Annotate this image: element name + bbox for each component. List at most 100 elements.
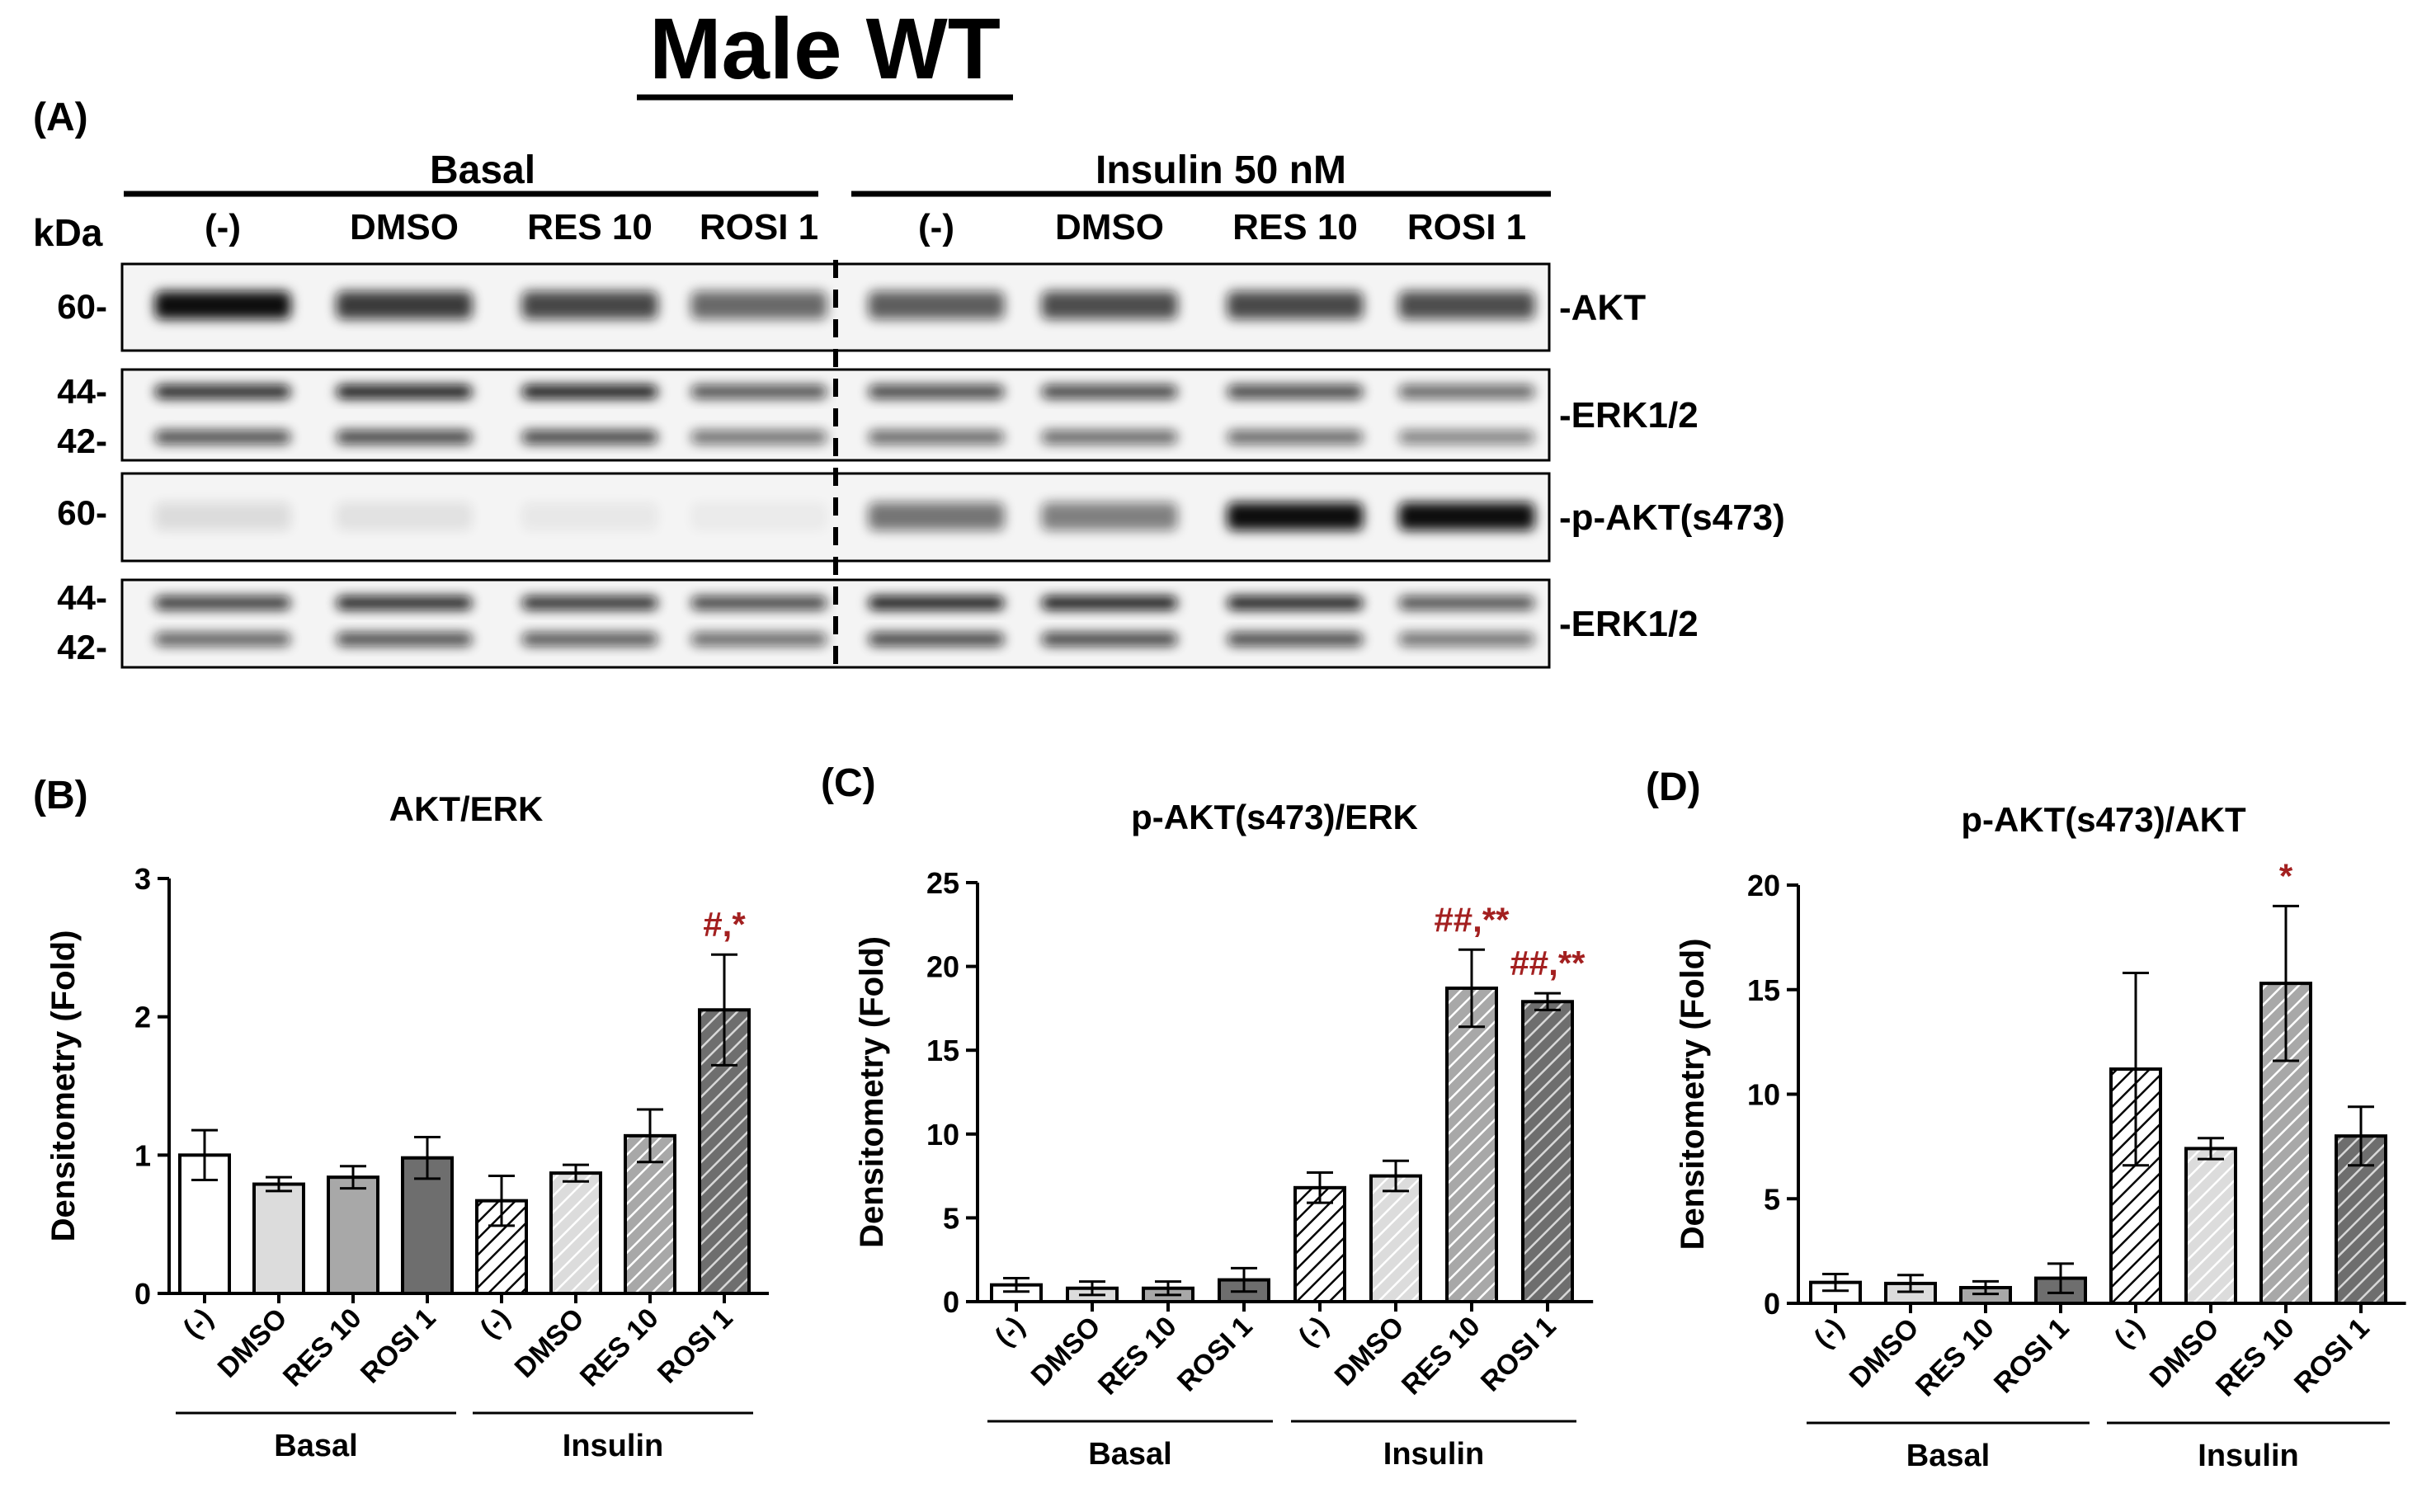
protein-label: -ERK1/2 [1559, 604, 1699, 644]
group-label: Basal [1906, 1439, 1990, 1473]
group-label: Insulin [563, 1429, 663, 1463]
kda-label: kDa [33, 211, 103, 254]
blot-band [1398, 291, 1535, 319]
blot-strip: 44- 42- -ERK1/2 [57, 578, 1699, 669]
blot-band [1227, 633, 1364, 646]
y-tick-label: 10 [926, 1118, 959, 1152]
blot-band [690, 431, 827, 444]
blot-band [521, 431, 658, 444]
blot-band [154, 385, 291, 398]
blot-band [1227, 596, 1364, 610]
significance-annotation: ##,** [1510, 944, 1586, 982]
blot-band [336, 291, 473, 319]
blot-band [1227, 431, 1364, 444]
group-basal-label: Basal [430, 148, 535, 192]
x-tick-label: (-) [177, 1302, 219, 1345]
chart-panel: (C) p-AKT(s473)/ERK Densitometry (Fold) 0 5 1… [821, 761, 1594, 1472]
lane-label: ROSI 1 [700, 207, 818, 247]
y-tick-label: 3 [134, 862, 151, 896]
significance-annotation: ##,** [1434, 900, 1510, 939]
blot-band [154, 596, 291, 610]
group-label: Insulin [1383, 1437, 1484, 1472]
blot-band [1041, 291, 1178, 319]
blot-band [1041, 502, 1178, 530]
panel-label: (D) [1646, 765, 1701, 809]
lane-label: (-) [918, 207, 954, 247]
blot-band [868, 385, 1005, 398]
group-label: Insulin [2198, 1439, 2298, 1473]
lane-label: DMSO [1055, 207, 1164, 247]
blot-strip: 60- -AKT [57, 262, 1646, 352]
western-blot: (-) DMSO RES 10 ROSI 1 (-) DMSO RES 10 ROSI 1 60… [57, 207, 1785, 670]
x-tick-label: RES 10 [1910, 1312, 2000, 1403]
x-tick-label: ROSI 1 [1171, 1311, 1259, 1398]
bar [1293, 1185, 1346, 1303]
blot-strip: 44- 42- -ERK1/2 [57, 368, 1699, 462]
blot-band [521, 502, 658, 530]
blot-band [1227, 291, 1364, 319]
y-tick-label: 5 [943, 1201, 959, 1235]
bar [327, 1175, 379, 1296]
blot-band [868, 502, 1005, 530]
blot-band [1227, 385, 1364, 398]
figure-title: Male WT [649, 1, 1001, 97]
protein-label: -p-AKT(s473) [1559, 497, 1785, 538]
lane-label: RES 10 [1232, 207, 1358, 247]
kda-marker: 60- [57, 287, 107, 326]
y-tick-label: 0 [1764, 1287, 1780, 1321]
x-tick-label: RES 10 [1092, 1311, 1183, 1401]
blot-band [1041, 633, 1178, 646]
x-tick-label: (-) [989, 1311, 1031, 1353]
blot-band [690, 633, 827, 646]
kda-marker: 44- [57, 578, 107, 617]
blot-band [690, 385, 827, 398]
x-tick-label: ROSI 1 [355, 1302, 442, 1390]
blot-band [1041, 431, 1178, 444]
blot-band [1398, 431, 1535, 444]
blot-band [154, 431, 291, 444]
y-tick-label: 5 [1764, 1182, 1780, 1216]
blot-band [868, 291, 1005, 319]
y-tick-label: 2 [134, 1001, 151, 1034]
group-label: Basal [274, 1429, 357, 1463]
y-tick-label: 20 [926, 950, 959, 984]
blot-band [1398, 596, 1535, 610]
blot-band [521, 596, 658, 610]
x-tick-label: ROSI 1 [1475, 1311, 1562, 1398]
chart-title: p-AKT(s473)/AKT [1961, 800, 2246, 839]
blot-band [521, 633, 658, 646]
kda-marker: 44- [57, 372, 107, 411]
bar [2184, 1147, 2237, 1306]
blot-band [154, 633, 291, 646]
y-axis-label: Densitometry (Fold) [1675, 939, 1711, 1251]
blot-band [1227, 502, 1364, 530]
lane-label: (-) [205, 207, 241, 247]
y-tick-label: 25 [926, 866, 959, 900]
x-tick-label: RES 10 [1396, 1311, 1487, 1401]
y-axis-label: Densitometry (Fold) [45, 930, 82, 1242]
lane-label: ROSI 1 [1407, 207, 1526, 247]
y-tick-label: 0 [134, 1277, 151, 1311]
bar [549, 1171, 602, 1295]
blot-band [1041, 385, 1178, 398]
x-tick-label: RES 10 [2210, 1312, 2301, 1403]
blot-band [690, 502, 827, 530]
blot-band [521, 385, 658, 398]
x-tick-label: ROSI 1 [2288, 1312, 2376, 1400]
blot-band [521, 291, 658, 319]
blot-band [690, 291, 827, 319]
lane-label: RES 10 [527, 207, 653, 247]
blot-band [1398, 633, 1535, 646]
blot-band [154, 291, 291, 319]
bar [252, 1182, 305, 1295]
group-insulin-label: Insulin 50 nM [1095, 148, 1346, 192]
bar [1521, 1000, 1574, 1303]
blot-band [336, 633, 473, 646]
blot-band [336, 596, 473, 610]
kda-marker: 42- [57, 422, 107, 460]
y-axis-label: Densitometry (Fold) [854, 936, 890, 1248]
y-tick-label: 1 [134, 1138, 151, 1172]
y-tick-label: 15 [926, 1034, 959, 1067]
